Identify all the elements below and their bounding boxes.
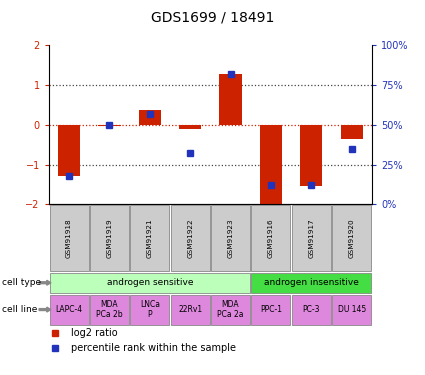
Bar: [58, 125, 80, 177]
Text: GSM91921: GSM91921: [147, 218, 153, 258]
FancyBboxPatch shape: [90, 295, 129, 324]
Text: LNCa
P: LNCa P: [140, 300, 160, 319]
Text: log2 ratio: log2 ratio: [71, 327, 118, 338]
Text: LAPC-4: LAPC-4: [56, 305, 82, 314]
Text: PPC-1: PPC-1: [260, 305, 282, 314]
FancyBboxPatch shape: [90, 205, 129, 271]
FancyBboxPatch shape: [252, 273, 371, 293]
Text: GSM91919: GSM91919: [106, 218, 113, 258]
Text: 22Rv1: 22Rv1: [178, 305, 202, 314]
Bar: [340, 125, 363, 139]
Text: MDA
PCa 2a: MDA PCa 2a: [217, 300, 244, 319]
FancyBboxPatch shape: [50, 273, 250, 293]
FancyBboxPatch shape: [130, 295, 169, 324]
Text: DU 145: DU 145: [337, 305, 366, 314]
Text: cell line: cell line: [2, 305, 37, 314]
Text: GSM91923: GSM91923: [227, 218, 234, 258]
Bar: [98, 125, 121, 126]
FancyBboxPatch shape: [252, 295, 290, 324]
Text: percentile rank within the sample: percentile rank within the sample: [71, 343, 236, 353]
Text: androgen insensitive: androgen insensitive: [264, 278, 359, 287]
Bar: [260, 125, 282, 206]
FancyBboxPatch shape: [211, 205, 250, 271]
Text: PC-3: PC-3: [303, 305, 320, 314]
FancyBboxPatch shape: [332, 295, 371, 324]
Text: GSM91916: GSM91916: [268, 218, 274, 258]
Text: GSM91917: GSM91917: [308, 218, 314, 258]
FancyBboxPatch shape: [332, 205, 371, 271]
FancyBboxPatch shape: [50, 205, 88, 271]
FancyBboxPatch shape: [252, 205, 290, 271]
Text: GSM91922: GSM91922: [187, 218, 193, 258]
Text: androgen sensitive: androgen sensitive: [107, 278, 193, 287]
Text: cell type: cell type: [2, 278, 41, 287]
Text: GDS1699 / 18491: GDS1699 / 18491: [151, 10, 274, 24]
Text: MDA
PCa 2b: MDA PCa 2b: [96, 300, 123, 319]
Bar: [300, 125, 323, 186]
FancyBboxPatch shape: [171, 295, 210, 324]
FancyBboxPatch shape: [211, 295, 250, 324]
FancyBboxPatch shape: [292, 205, 331, 271]
Text: GSM91918: GSM91918: [66, 218, 72, 258]
Bar: [179, 125, 201, 129]
FancyBboxPatch shape: [171, 205, 210, 271]
Bar: [219, 74, 242, 125]
FancyBboxPatch shape: [50, 295, 88, 324]
FancyBboxPatch shape: [292, 295, 331, 324]
Bar: [139, 110, 161, 125]
FancyBboxPatch shape: [130, 205, 169, 271]
Text: GSM91920: GSM91920: [348, 218, 355, 258]
